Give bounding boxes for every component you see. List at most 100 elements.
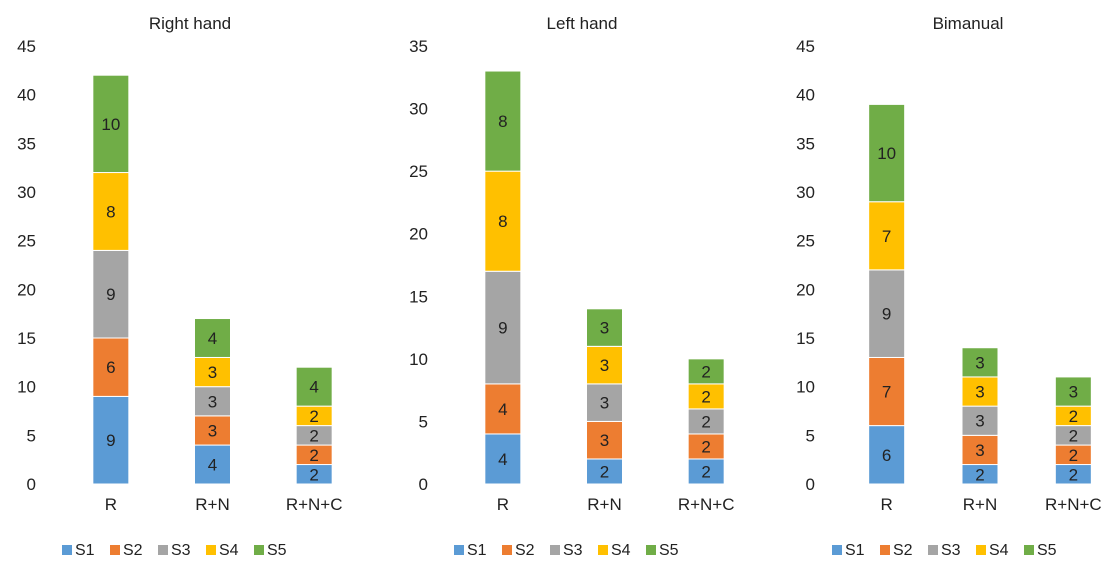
- legend-label: S5: [267, 542, 287, 559]
- legend-swatch: [158, 545, 168, 555]
- data-label: 3: [1069, 383, 1078, 402]
- data-label: 3: [208, 392, 217, 411]
- legend-swatch: [976, 545, 986, 555]
- legend-label: S4: [219, 542, 239, 559]
- legend-label: S4: [611, 542, 631, 559]
- y-tick-label: 0: [419, 475, 428, 494]
- y-tick-label: 15: [409, 287, 428, 306]
- y-tick-label: 35: [17, 134, 36, 153]
- legend-swatch: [502, 545, 512, 555]
- data-label: 2: [309, 465, 318, 484]
- y-tick-label: 35: [796, 134, 815, 153]
- data-label: 2: [309, 446, 318, 465]
- bar-segment-s4: [961, 376, 999, 407]
- data-label: 3: [600, 356, 609, 375]
- y-tick-label: 35: [409, 37, 428, 56]
- legend-label: S2: [123, 542, 143, 559]
- y-tick-label: 25: [796, 232, 815, 251]
- y-tick-label: 25: [409, 162, 428, 181]
- bar-segment-s5: [687, 358, 725, 385]
- data-label: 2: [309, 407, 318, 426]
- bar-segment-s4: [194, 356, 231, 388]
- legend-label: S2: [893, 542, 913, 559]
- data-label: 2: [1069, 465, 1078, 484]
- data-label: 2: [701, 437, 710, 456]
- legend-swatch: [1024, 545, 1034, 555]
- bar-segment-s4: [868, 201, 906, 271]
- y-tick-label: 30: [796, 183, 815, 202]
- y-tick-label: 0: [806, 475, 815, 494]
- bar-segment-s2: [687, 433, 725, 460]
- x-tick-label: R+N+C: [286, 495, 343, 514]
- y-tick-label: 20: [17, 280, 36, 299]
- data-label: 2: [701, 362, 710, 381]
- bar-segment-s1: [194, 444, 231, 485]
- y-tick-label: 45: [796, 37, 815, 56]
- x-tick-label: R: [881, 495, 893, 514]
- data-label: 8: [498, 112, 507, 131]
- data-label: 3: [975, 383, 984, 402]
- x-tick-label: R: [105, 495, 117, 514]
- bar-segment-s4: [92, 172, 130, 251]
- bar-segment-s3: [687, 408, 725, 435]
- legend-label: S5: [659, 542, 679, 559]
- legend-swatch: [646, 545, 656, 555]
- legend-swatch: [110, 545, 120, 555]
- legend-swatch: [598, 545, 608, 555]
- data-label: 8: [498, 212, 507, 231]
- legend-swatch: [832, 545, 842, 555]
- bar-segment-s5: [586, 308, 623, 347]
- data-label: 2: [1069, 426, 1078, 445]
- bar-segment-s3: [194, 386, 231, 417]
- y-tick-label: 10: [17, 378, 36, 397]
- x-tick-label: R+N+C: [678, 495, 735, 514]
- x-tick-label: R+N: [587, 495, 621, 514]
- data-label: 3: [600, 431, 609, 450]
- bar-segment-s1: [687, 458, 725, 485]
- data-label: 2: [701, 462, 710, 481]
- data-label: 9: [882, 305, 891, 324]
- y-tick-label: 30: [17, 183, 36, 202]
- bar-segment-s1: [92, 395, 130, 485]
- bar-segment-s2: [484, 383, 522, 435]
- legend-swatch: [62, 545, 72, 555]
- bar-segment-s5: [868, 103, 906, 203]
- bar-segment-s2: [92, 337, 130, 397]
- legend-label: S5: [1037, 542, 1057, 559]
- legend-swatch: [254, 545, 264, 555]
- y-tick-label: 20: [409, 225, 428, 244]
- chart-panel-1: Right hand 0 5 10 15 20 25 30 35 40 45 9 6 9 8 10 R 4 3 3 3 4…: [17, 14, 342, 559]
- y-tick-label: 10: [409, 350, 428, 369]
- legend-label: S3: [941, 542, 961, 559]
- data-label: 8: [106, 202, 115, 221]
- legend-label: S1: [75, 542, 95, 559]
- y-tick-label: 15: [17, 329, 36, 348]
- chart-title: Bimanual: [933, 14, 1004, 33]
- data-label: 2: [1069, 407, 1078, 426]
- chart-panel-2: Left hand 0 5 10 15 20 25 30 35 4 4 9 8 8 R 2 3 3 3 3 R+N 2 2 2…: [409, 14, 734, 559]
- legend-swatch: [550, 545, 560, 555]
- legend-label: S4: [989, 542, 1009, 559]
- y-tick-label: 30: [409, 100, 428, 119]
- data-label: 4: [309, 378, 318, 397]
- bar-segment-s4: [484, 170, 522, 272]
- bar-segment-s5: [961, 347, 999, 378]
- chart-panel-3: Bimanual 0 5 10 15 20 25 30 35 40 45 6 7 9 7 10 R 2 3 3 3 3 R+…: [796, 14, 1102, 559]
- y-tick-label: 15: [796, 329, 815, 348]
- data-label: 6: [882, 446, 891, 465]
- bar-segment-s4: [687, 383, 725, 410]
- data-label: 4: [498, 400, 507, 419]
- data-label: 3: [600, 394, 609, 413]
- legend-label: S2: [515, 542, 535, 559]
- legend-swatch: [454, 545, 464, 555]
- chart-title: Right hand: [149, 14, 231, 33]
- bar-segment-s1: [868, 425, 906, 485]
- y-tick-label: 20: [796, 280, 815, 299]
- legend-swatch: [206, 545, 216, 555]
- data-label: 6: [106, 358, 115, 377]
- x-tick-label: R+N: [963, 495, 997, 514]
- data-label: 3: [975, 441, 984, 460]
- data-label: 10: [101, 115, 120, 134]
- y-tick-label: 45: [17, 37, 36, 56]
